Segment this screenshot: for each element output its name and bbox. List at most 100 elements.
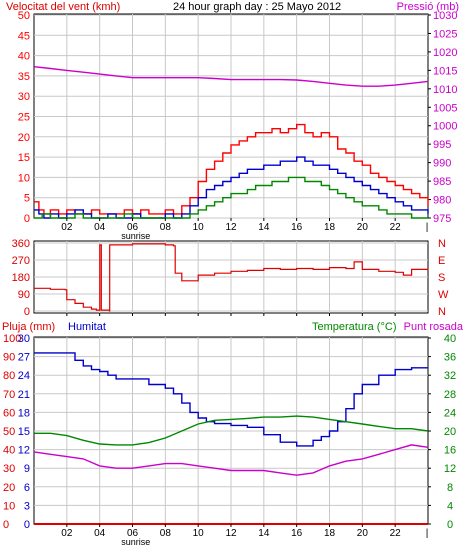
rain-tick-label: 24 (18, 370, 30, 382)
temperature-panel-x-tick-label: 04 (94, 528, 106, 539)
wind-panel-x-tick-label: 04 (94, 222, 106, 233)
chart-title: 24 hour graph day : 25 Mayo 2012 (173, 1, 341, 13)
wind-speed-tick-label: 15 (18, 152, 30, 164)
series-line-pressure (33, 66, 429, 87)
wind-pressure-panel: 0510152025303540455097598098599099510001… (18, 10, 458, 241)
humidity-tick-label: 60 (3, 407, 15, 419)
temperature-panel-x-tick-label: 06 (127, 528, 139, 539)
wind-speed-tick-label: 45 (18, 30, 30, 42)
humidity-tick-label: 0 (3, 519, 9, 531)
rain-tick-label: 18 (18, 407, 30, 419)
direction-compass-label: E (438, 255, 445, 267)
rain-tick-label: 12 (18, 445, 30, 457)
humidity-tick-label: 30 (3, 463, 15, 475)
temperature-tick-label: 12 (444, 463, 456, 475)
temperature-panel-x-tick-label: 20 (357, 528, 369, 539)
temperature-tick-label: 40 (444, 333, 456, 345)
wind-speed-tick-label: 0 (24, 213, 30, 225)
wind-panel-x-end-tick: | (426, 222, 429, 233)
series-line-dewpoint (33, 444, 429, 476)
dewpoint-axis-title: Punt rosada (404, 321, 464, 333)
temperature-panel-x-tick-label: 10 (193, 528, 205, 539)
direction-compass-label: S (438, 272, 445, 284)
wind-direction-panel: 0 N 90 W 180 S 270 E 360 N (12, 238, 449, 318)
temperature-tick-label: 16 (444, 445, 456, 457)
humidity-tick-label: 70 (3, 389, 15, 401)
wind-speed-tick-label: 5 (24, 193, 30, 205)
pressure-tick-label: 1025 (433, 28, 457, 40)
humidity-tick-label: 90 (3, 352, 15, 364)
wind-speed-tick-label: 35 (18, 71, 30, 83)
temperature-panel-x-tick-label: 12 (225, 528, 237, 539)
wind-panel-x-tick-label: 10 (193, 222, 205, 233)
pressure-tick-label: 1005 (433, 102, 457, 114)
pressure-tick-label: 980 (433, 195, 451, 207)
pressure-tick-label: 1030 (433, 10, 457, 22)
direction-degree-label: 90 (18, 289, 30, 301)
rain-tick-label: 27 (18, 352, 30, 364)
wind-panel-x-tick-label: 18 (324, 222, 336, 233)
wind-panel-sunrise-label: sunrise (121, 231, 150, 241)
wind-speed-tick-label: 40 (18, 51, 30, 63)
temperature-panel-x-tick-label: 08 (160, 528, 172, 539)
series-line-gust (34, 123, 429, 215)
humidity-tick-label: 40 (3, 445, 15, 457)
wind-speed-tick-label: 25 (18, 112, 30, 124)
pressure-tick-label: 975 (433, 213, 451, 225)
direction-degree-label: 270 (12, 255, 30, 267)
direction-degree-label: 0 (24, 306, 30, 318)
direction-compass-label: W (438, 289, 449, 301)
pressure-tick-label: 1015 (433, 65, 457, 77)
humidity-tick-label: 50 (3, 426, 15, 438)
wind-panel-x-tick-label: 20 (357, 222, 369, 233)
temperature-tick-label: 32 (444, 370, 456, 382)
pressure-tick-label: 990 (433, 158, 451, 170)
rain-tick-label: 15 (18, 426, 30, 438)
series-line-low (34, 176, 428, 219)
series-line-average (34, 156, 429, 219)
rain-tick-label: 30 (18, 333, 30, 345)
series-line-direction (34, 243, 429, 312)
temperature-panel-sunrise-label: sunrise (121, 537, 150, 547)
humidity-tick-label: 80 (3, 370, 15, 382)
wind-speed-tick-label: 50 (18, 10, 30, 22)
wind-panel-x-tick-label: 02 (61, 222, 73, 233)
wind-speed-tick-label: 10 (18, 172, 30, 184)
direction-compass-label: N (438, 238, 446, 250)
series-line-temperature (34, 415, 429, 446)
direction-degree-label: 360 (12, 238, 30, 250)
temperature-tick-label: 24 (444, 407, 456, 419)
pressure-tick-label: 985 (433, 176, 451, 188)
temperature-tick-label: 0 (447, 519, 453, 531)
rain-tick-label: 0 (24, 519, 30, 531)
temperature-panel-x-end-tick: | (426, 528, 429, 539)
humidity-axis-title: Humitat (68, 321, 106, 333)
direction-degree-label: 180 (12, 272, 30, 284)
pressure-axis-title: Pressió (mb) (397, 1, 459, 13)
temperature-panel-x-tick-label: 14 (258, 528, 270, 539)
rain-axis-title: Pluja (mm) (2, 321, 55, 333)
wind-speed-tick-label: 20 (18, 132, 30, 144)
temperature-panel-x-tick-label: 16 (291, 528, 303, 539)
humidity-tick-label: 100 (3, 333, 21, 345)
temperature-tick-label: 8 (447, 482, 453, 494)
temperature-panel-x-tick-label: 22 (390, 528, 402, 539)
temperature-tick-label: 36 (444, 352, 456, 364)
wind-panel-x-tick-label: 08 (160, 222, 172, 233)
temperature-panel-x-tick-label: 18 (324, 528, 336, 539)
pressure-tick-label: 1020 (433, 47, 457, 59)
pressure-tick-label: 995 (433, 139, 451, 151)
pressure-tick-label: 1000 (433, 121, 457, 133)
wind-panel-x-tick-label: 22 (390, 222, 402, 233)
temperature-tick-label: 4 (447, 500, 453, 512)
temperature-tick-label: 28 (444, 389, 456, 401)
series-line-humidity (34, 352, 428, 447)
rain-tick-label: 9 (24, 463, 30, 475)
pressure-tick-label: 1010 (433, 84, 457, 96)
direction-compass-label: N (438, 306, 446, 318)
temperature-tick-label: 20 (444, 426, 456, 438)
humidity-tick-label: 20 (3, 482, 15, 494)
rain-tick-label: 3 (24, 500, 30, 512)
